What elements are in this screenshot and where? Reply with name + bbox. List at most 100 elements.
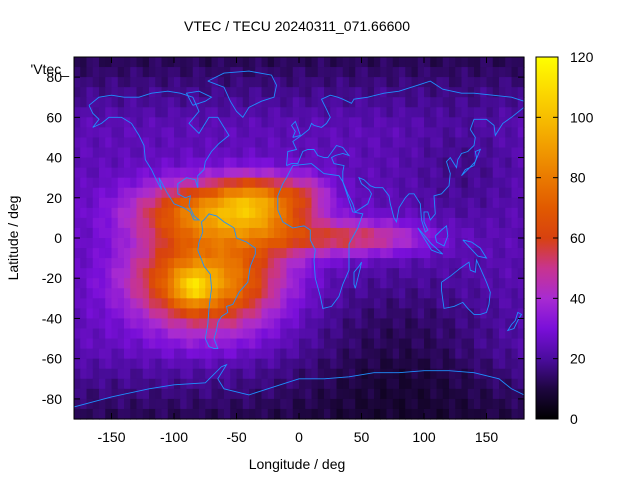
heatmap-cell [149,328,156,340]
heatmap-cell [80,288,88,299]
heatmap-cell [511,217,519,229]
heatmap-cell [399,227,406,239]
heatmap-cell [255,408,263,420]
heatmap-cell [411,177,419,189]
heatmap-cell [174,117,181,128]
coastline-path [290,120,301,138]
heatmap-cell [292,348,300,360]
heatmap-cell [267,197,275,209]
heatmap-cell [486,328,494,340]
heatmap-cell [211,398,219,410]
heatmap-cell [130,388,138,400]
heatmap-cell [292,248,300,259]
heatmap-cell [330,288,338,299]
heatmap-cell [286,87,294,98]
heatmap-cell [274,207,281,219]
heatmap-cell [380,368,388,380]
heatmap-cell [324,107,331,118]
heatmap-cell [105,97,113,108]
heatmap-cell [405,258,413,269]
heatmap-cell [499,217,506,229]
heatmap-cell [186,197,194,209]
heatmap-cell [486,348,494,360]
heatmap-cell [74,77,81,88]
heatmap-cell [330,127,338,139]
heatmap-cell [442,227,450,239]
heatmap-cell [417,258,425,269]
heatmap-cell [211,368,219,380]
heatmap-cell [267,137,275,149]
heatmap-cell [280,328,288,340]
heatmap-cell [205,338,213,350]
heatmap-cell [286,268,294,279]
heatmap-cell [86,217,94,229]
heatmap-cell [449,368,456,380]
heatmap-cell [255,147,263,159]
heatmap-cell [449,288,456,299]
heatmap-cell [349,348,356,360]
heatmap-cell [211,217,219,229]
heatmap-cell [511,248,519,259]
heatmap-cell [105,197,113,209]
heatmap-cell [342,288,350,299]
heatmap-cell [242,358,250,370]
heatmap-cell [105,177,113,189]
heatmap-cell [142,348,150,360]
heatmap-cell [180,77,188,88]
heatmap-cell [261,368,269,380]
heatmap-cell [405,298,413,309]
heatmap-cell [305,288,313,299]
heatmap-cell [380,388,388,400]
heatmap-cell [280,187,288,199]
heatmap-cell [242,308,250,320]
heatmap-cell [167,177,175,189]
heatmap-cell [167,278,175,289]
heatmap-cell [455,298,463,309]
heatmap-cell [386,268,394,279]
heatmap-cell [405,308,413,320]
coastline-path [286,80,525,166]
heatmap-cell [392,388,400,400]
heatmap-cell [124,368,131,380]
heatmap-cell [317,348,325,360]
heatmap-cell [324,217,331,229]
heatmap-cell [492,87,500,98]
heatmap-cell [467,137,475,149]
heatmap-cell [424,258,431,269]
heatmap-cell [205,107,213,118]
heatmap-cell [74,248,81,259]
heatmap-cell [74,258,81,269]
heatmap-cell [199,137,206,149]
heatmap-cell [430,408,438,420]
heatmap-cell [286,298,294,309]
heatmap-cell [136,408,144,420]
heatmap-cell [186,77,194,88]
heatmap-cells [74,57,525,420]
heatmap-cell [299,57,306,68]
heatmap-cell [211,308,219,320]
heatmap-cell [305,298,313,309]
heatmap-cell [474,157,481,169]
heatmap-cell [336,358,344,370]
heatmap-cell [224,137,231,149]
heatmap-cell [274,127,281,139]
heatmap-cell [217,308,225,320]
heatmap-cell [474,268,481,279]
heatmap-cell [80,298,88,309]
heatmap-cell [105,358,113,370]
heatmap-cell [224,298,231,309]
heatmap-cell [167,97,175,108]
heatmap-cell [255,298,263,309]
heatmap-cell [342,368,350,380]
heatmap-cell [499,378,506,390]
heatmap-cell [192,378,200,390]
heatmap-cell [511,117,519,128]
heatmap-cell [361,258,369,269]
heatmap-cell [192,137,200,149]
heatmap-cell [130,67,138,78]
heatmap-cell [136,308,144,320]
heatmap-cell [255,187,263,199]
heatmap-cell [167,338,175,350]
heatmap-cell [299,207,306,219]
heatmap-cell [480,217,488,229]
